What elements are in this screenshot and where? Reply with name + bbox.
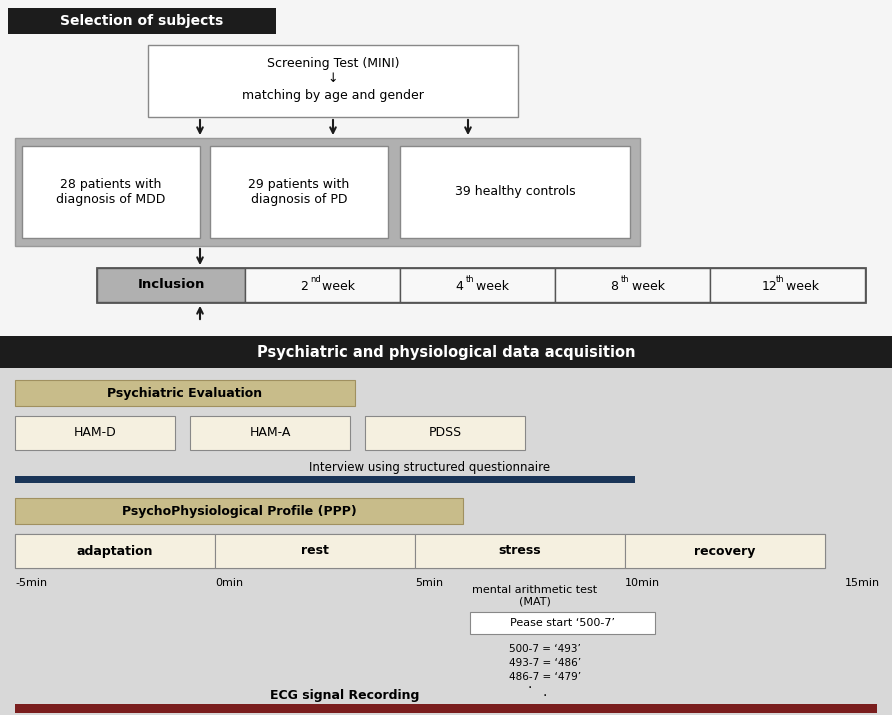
- Text: 493-7 = ‘486’: 493-7 = ‘486’: [509, 658, 581, 668]
- Text: th: th: [621, 275, 629, 285]
- Text: rest: rest: [301, 545, 329, 558]
- Text: Interview using structured questionnaire: Interview using structured questionnaire: [310, 461, 550, 475]
- Bar: [415, 534, 625, 568]
- Bar: [400, 146, 630, 238]
- Text: 500-7 = ‘493’: 500-7 = ‘493’: [509, 644, 581, 654]
- Bar: [365, 416, 525, 450]
- Bar: [470, 612, 655, 634]
- Text: Inclusion: Inclusion: [137, 279, 204, 292]
- Bar: [148, 45, 518, 117]
- Bar: [15, 138, 640, 246]
- Bar: [0, 368, 892, 715]
- Text: th: th: [775, 275, 784, 285]
- Bar: [190, 416, 350, 450]
- Bar: [215, 534, 415, 568]
- Bar: [0, 336, 892, 368]
- Bar: [15, 498, 463, 524]
- Text: 0min: 0min: [215, 578, 244, 588]
- Text: Psychiatric Evaluation: Psychiatric Evaluation: [107, 387, 262, 400]
- Bar: [15, 476, 635, 483]
- Text: (MAT): (MAT): [519, 597, 551, 607]
- Text: 15min: 15min: [845, 578, 880, 588]
- Text: week: week: [473, 280, 509, 292]
- Bar: [15, 534, 825, 568]
- Text: HAM-A: HAM-A: [249, 427, 291, 440]
- Text: ·: ·: [528, 681, 533, 695]
- Text: HAM-D: HAM-D: [74, 427, 116, 440]
- Text: 10min: 10min: [625, 578, 660, 588]
- Bar: [22, 146, 200, 238]
- Bar: [210, 146, 388, 238]
- Bar: [8, 8, 276, 34]
- Text: PsychoPhysiological Profile (PPP): PsychoPhysiological Profile (PPP): [121, 505, 357, 518]
- Text: -5min: -5min: [15, 578, 47, 588]
- Text: ·: ·: [543, 689, 547, 703]
- Bar: [710, 268, 865, 302]
- Text: recovery: recovery: [694, 545, 756, 558]
- Bar: [625, 534, 825, 568]
- Bar: [97, 268, 865, 302]
- Bar: [15, 380, 355, 406]
- Text: mental arithmetic test: mental arithmetic test: [473, 585, 598, 595]
- Text: stress: stress: [499, 545, 541, 558]
- Text: 28 patients with
diagnosis of MDD: 28 patients with diagnosis of MDD: [56, 178, 166, 206]
- Text: 5min: 5min: [415, 578, 443, 588]
- Bar: [400, 268, 555, 302]
- Bar: [245, 268, 400, 302]
- Bar: [15, 534, 215, 568]
- Bar: [15, 416, 175, 450]
- Text: PDSS: PDSS: [428, 427, 461, 440]
- Text: 12: 12: [762, 280, 777, 292]
- Text: week: week: [318, 280, 354, 292]
- Text: adaptation: adaptation: [77, 545, 153, 558]
- Text: matching by age and gender: matching by age and gender: [242, 89, 424, 102]
- Text: 8: 8: [610, 280, 618, 292]
- Text: week: week: [627, 280, 665, 292]
- Text: Pease start ‘500-7’: Pease start ‘500-7’: [509, 618, 615, 628]
- Text: 39 healthy controls: 39 healthy controls: [455, 185, 575, 199]
- Bar: [555, 268, 710, 302]
- Text: ECG signal Recording: ECG signal Recording: [270, 689, 419, 701]
- Text: 2: 2: [301, 280, 309, 292]
- Text: nd: nd: [310, 275, 321, 285]
- Text: 4: 4: [456, 280, 464, 292]
- Text: Psychiatric and physiological data acquisition: Psychiatric and physiological data acqui…: [257, 345, 635, 360]
- Bar: [0, 0, 892, 368]
- Bar: [15, 704, 877, 713]
- Text: 486-7 = ‘479’: 486-7 = ‘479’: [509, 672, 581, 682]
- Text: th: th: [466, 275, 475, 285]
- Text: Screening Test (MINI): Screening Test (MINI): [267, 56, 400, 69]
- Text: Selection of subjects: Selection of subjects: [61, 14, 224, 28]
- Bar: [97, 268, 245, 302]
- Text: week: week: [782, 280, 820, 292]
- Text: 29 patients with
diagnosis of PD: 29 patients with diagnosis of PD: [248, 178, 350, 206]
- Text: ↓: ↓: [327, 72, 338, 84]
